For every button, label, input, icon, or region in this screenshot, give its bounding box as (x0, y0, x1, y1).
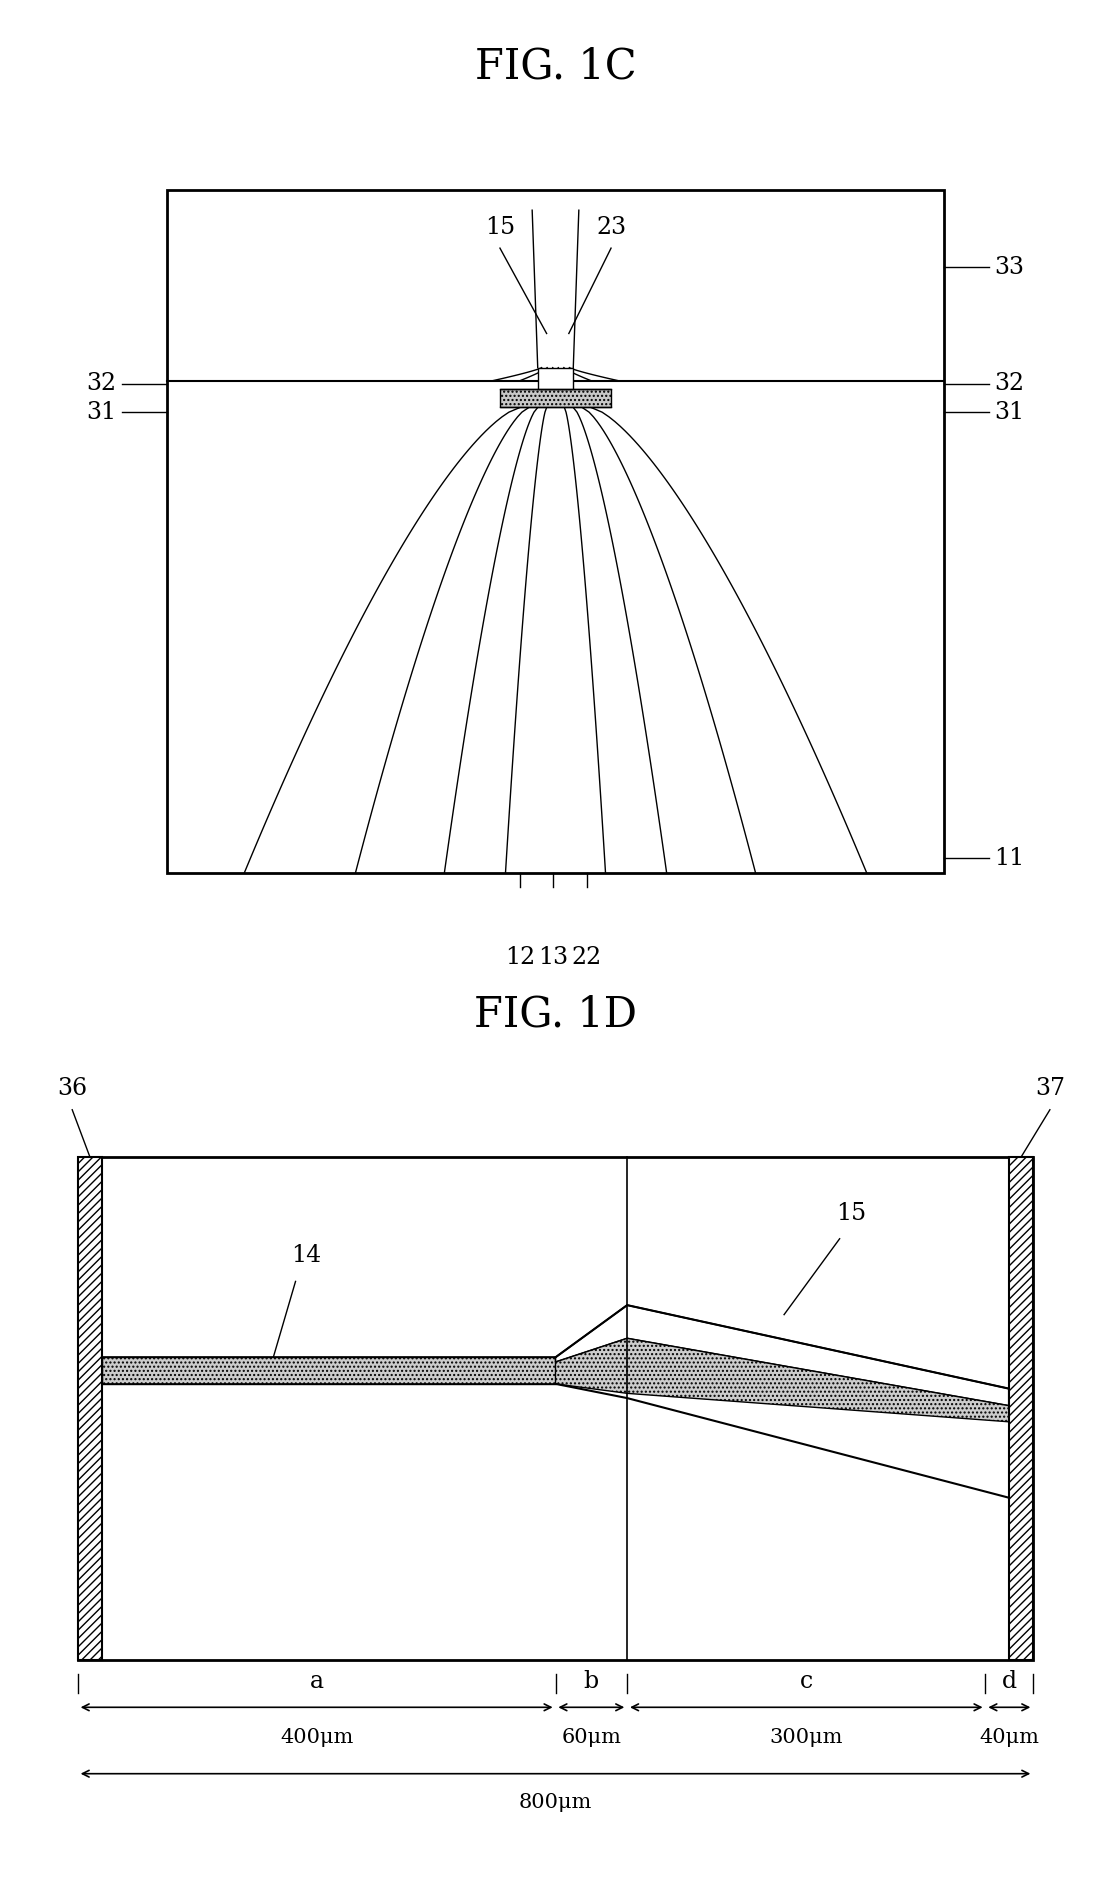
Text: 400μm: 400μm (280, 1728, 353, 1747)
Text: b: b (583, 1669, 599, 1692)
Text: a: a (310, 1669, 323, 1692)
Bar (78, 1157, 1033, 1660)
Text: 15: 15 (835, 1201, 865, 1225)
Text: 32: 32 (87, 372, 117, 395)
Text: FIG. 1C: FIG. 1C (474, 46, 637, 87)
Text: 31: 31 (87, 400, 117, 423)
Text: FIG. 1D: FIG. 1D (474, 994, 637, 1036)
Text: 22: 22 (571, 947, 602, 969)
Bar (538, 368, 573, 389)
Text: 15: 15 (484, 216, 516, 239)
Polygon shape (556, 1305, 1009, 1406)
Text: 12: 12 (504, 947, 536, 969)
Bar (1009, 1157, 1033, 1660)
Text: 36: 36 (57, 1077, 88, 1100)
Text: 23: 23 (595, 216, 627, 239)
Text: 33: 33 (994, 256, 1024, 279)
Text: d: d (1002, 1669, 1017, 1692)
Bar (500, 389, 611, 408)
Text: c: c (800, 1669, 813, 1692)
Text: 14: 14 (291, 1244, 322, 1267)
Bar (102, 1358, 556, 1385)
Text: 13: 13 (538, 947, 569, 969)
Bar (78, 1157, 102, 1660)
Text: 11: 11 (994, 846, 1024, 871)
Bar (167, 190, 944, 873)
Text: 31: 31 (994, 400, 1024, 423)
Text: 40μm: 40μm (979, 1728, 1040, 1747)
Text: 800μm: 800μm (519, 1793, 592, 1812)
Text: 300μm: 300μm (770, 1728, 843, 1747)
Text: 60μm: 60μm (561, 1728, 621, 1747)
Polygon shape (556, 1339, 1009, 1423)
Text: 32: 32 (994, 372, 1024, 395)
Text: 37: 37 (1034, 1077, 1065, 1100)
